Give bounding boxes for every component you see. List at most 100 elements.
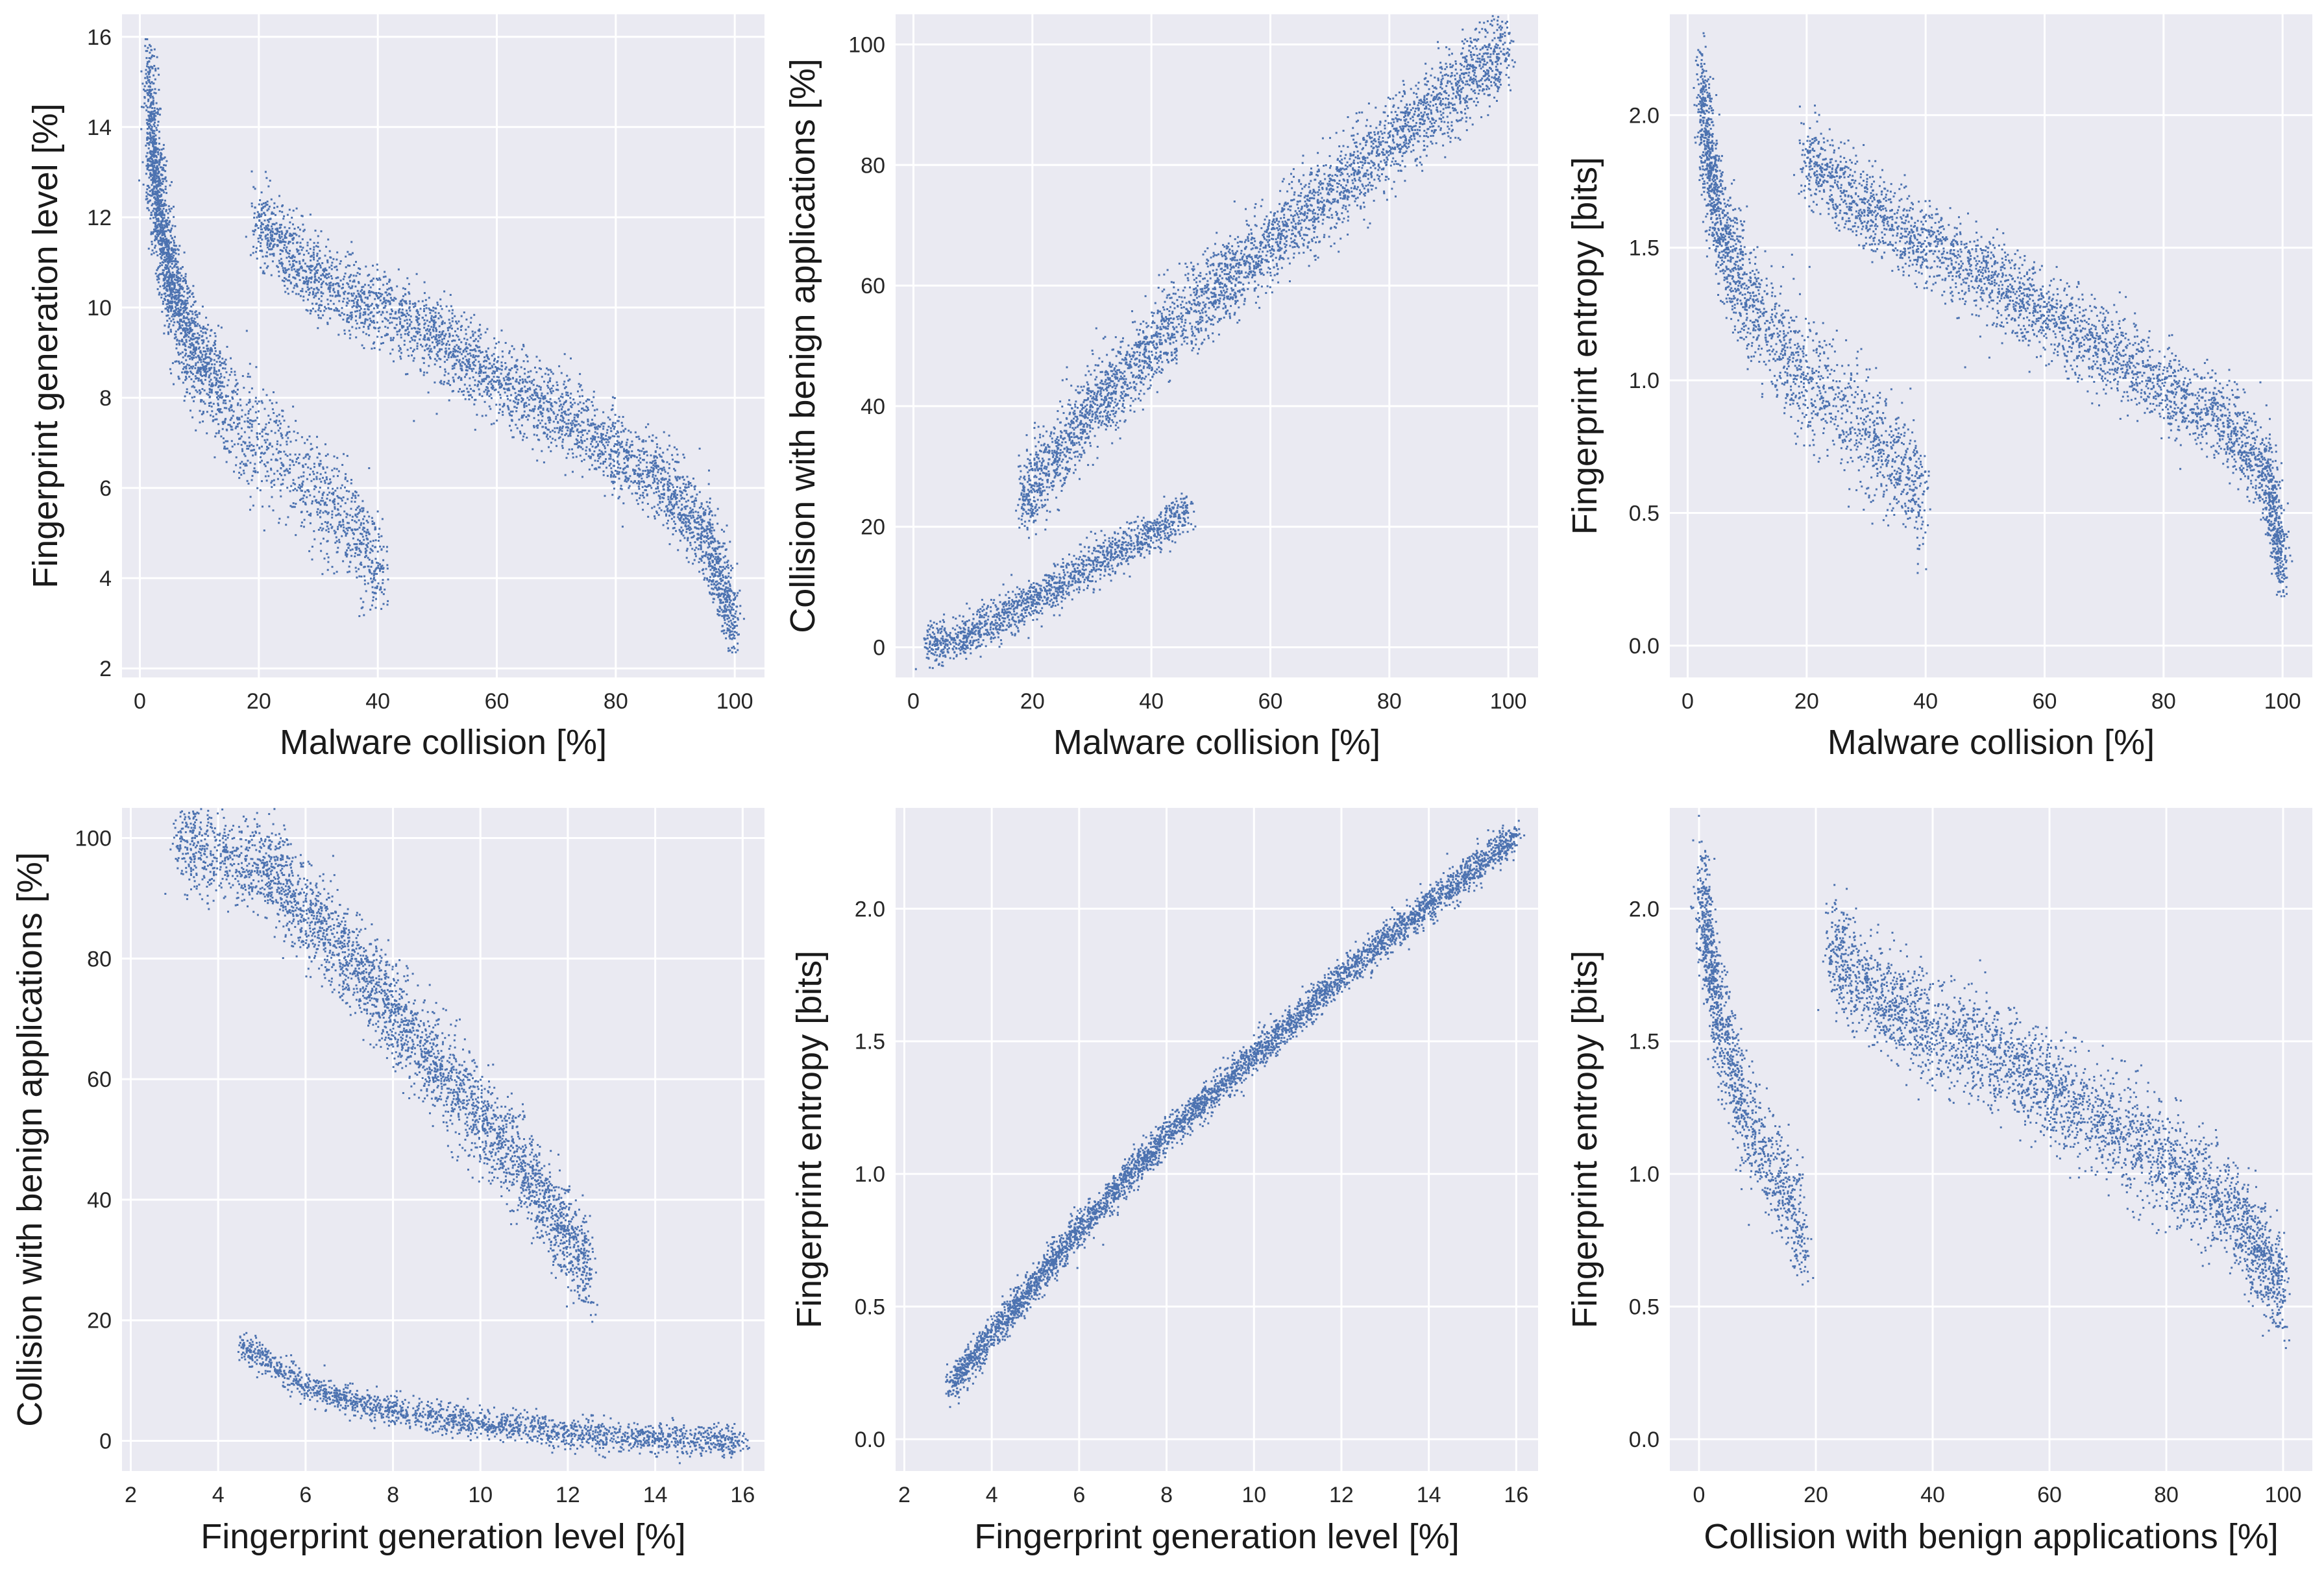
scatter-point (697, 511, 700, 514)
scatter-point (225, 395, 227, 397)
scatter-point (678, 461, 680, 463)
scatter-point (563, 403, 565, 406)
scatter-point (685, 493, 688, 496)
scatter-point (649, 469, 652, 472)
scatter-point (182, 277, 185, 279)
scatter-point (169, 328, 172, 331)
scatter-point (169, 210, 171, 213)
scatter-point (164, 176, 167, 178)
scatter-point (252, 504, 254, 507)
scatter-point (428, 308, 431, 311)
scatter-point (156, 165, 158, 167)
scatter-point (275, 458, 277, 461)
scatter-point (151, 119, 154, 122)
scatter-point (192, 296, 195, 298)
scatter-point (592, 422, 594, 424)
scatter-point (226, 447, 228, 450)
scatter-point (448, 352, 451, 354)
scatter-point (218, 430, 221, 432)
scatter-point (609, 457, 612, 460)
scatter-point (660, 456, 663, 458)
scatter-point (167, 280, 169, 282)
scatter-point (310, 269, 313, 272)
scatter-point (332, 487, 334, 490)
scatter-point (374, 568, 377, 571)
scatter-point (328, 284, 331, 287)
scatter-point (306, 286, 309, 289)
scatter-point (642, 452, 645, 455)
scatter-point (247, 420, 250, 423)
scatter-point (434, 311, 437, 314)
scatter-point (661, 467, 663, 470)
scatter-point (355, 509, 358, 511)
scatter-point (409, 319, 411, 321)
scatter-point (162, 249, 164, 251)
scatter-point (469, 384, 471, 387)
scatter-point (358, 615, 361, 617)
scatter-point (367, 538, 369, 541)
scatter-point (164, 242, 167, 245)
scatter-point (356, 576, 358, 579)
scatter-point (710, 536, 713, 539)
scatter-point (336, 258, 338, 261)
scatter-point (232, 398, 234, 400)
scatter-point (725, 637, 728, 640)
scatter-point (257, 227, 260, 229)
scatter-point (186, 324, 188, 327)
scatter-point (726, 590, 728, 592)
scatter-point (199, 346, 201, 348)
scatter-point (194, 350, 196, 353)
scatter-point (160, 204, 162, 207)
scatter-point (475, 371, 478, 374)
scatter-point (295, 461, 297, 463)
scatter-point (550, 371, 553, 373)
scatter-point (363, 579, 366, 582)
scatter-point (668, 515, 670, 517)
scatter-point (150, 163, 153, 165)
scatter-point (312, 500, 313, 503)
scatter-point (617, 420, 619, 422)
scatter-point (273, 202, 276, 204)
scatter-point (380, 607, 383, 610)
scatter-point (318, 465, 321, 467)
scatter-point (177, 297, 179, 299)
scatter-point (158, 223, 160, 226)
scatter-point (178, 292, 181, 295)
scatter-point (700, 518, 702, 521)
scatter-point (271, 237, 274, 240)
scatter-point (149, 173, 151, 176)
scatter-point (150, 231, 153, 234)
scatter-point (668, 509, 671, 512)
scatter-point (668, 543, 671, 546)
scatter-point (726, 599, 728, 601)
scatter-point (363, 522, 365, 525)
scatter-point (737, 618, 739, 621)
scatter-point (363, 530, 365, 533)
scatter-point (345, 528, 348, 529)
scatter-point (369, 280, 372, 282)
scatter-point (260, 452, 262, 455)
scatter-point (736, 594, 739, 597)
scatter-point (724, 593, 726, 596)
scatter-point (259, 199, 262, 201)
scatter-point (205, 371, 208, 374)
scatter-point (168, 254, 171, 256)
scatter-point (241, 448, 243, 450)
scatter-point (280, 241, 282, 244)
scatter-point (160, 152, 162, 154)
scatter-point (344, 502, 347, 504)
scatter-point (262, 505, 263, 508)
scatter-point (183, 343, 186, 346)
scatter-point (659, 455, 661, 457)
scatter-point (711, 593, 713, 596)
scatter-point (428, 330, 430, 332)
scatter-point (376, 278, 378, 280)
scatter-point (278, 522, 280, 524)
scatter-point (474, 350, 477, 352)
scatter-point (181, 338, 184, 341)
scatter-point (183, 336, 186, 339)
scatter-point (214, 363, 216, 366)
scatter-point (170, 241, 172, 243)
scatter-point (147, 123, 149, 126)
scatter-point (494, 347, 496, 349)
